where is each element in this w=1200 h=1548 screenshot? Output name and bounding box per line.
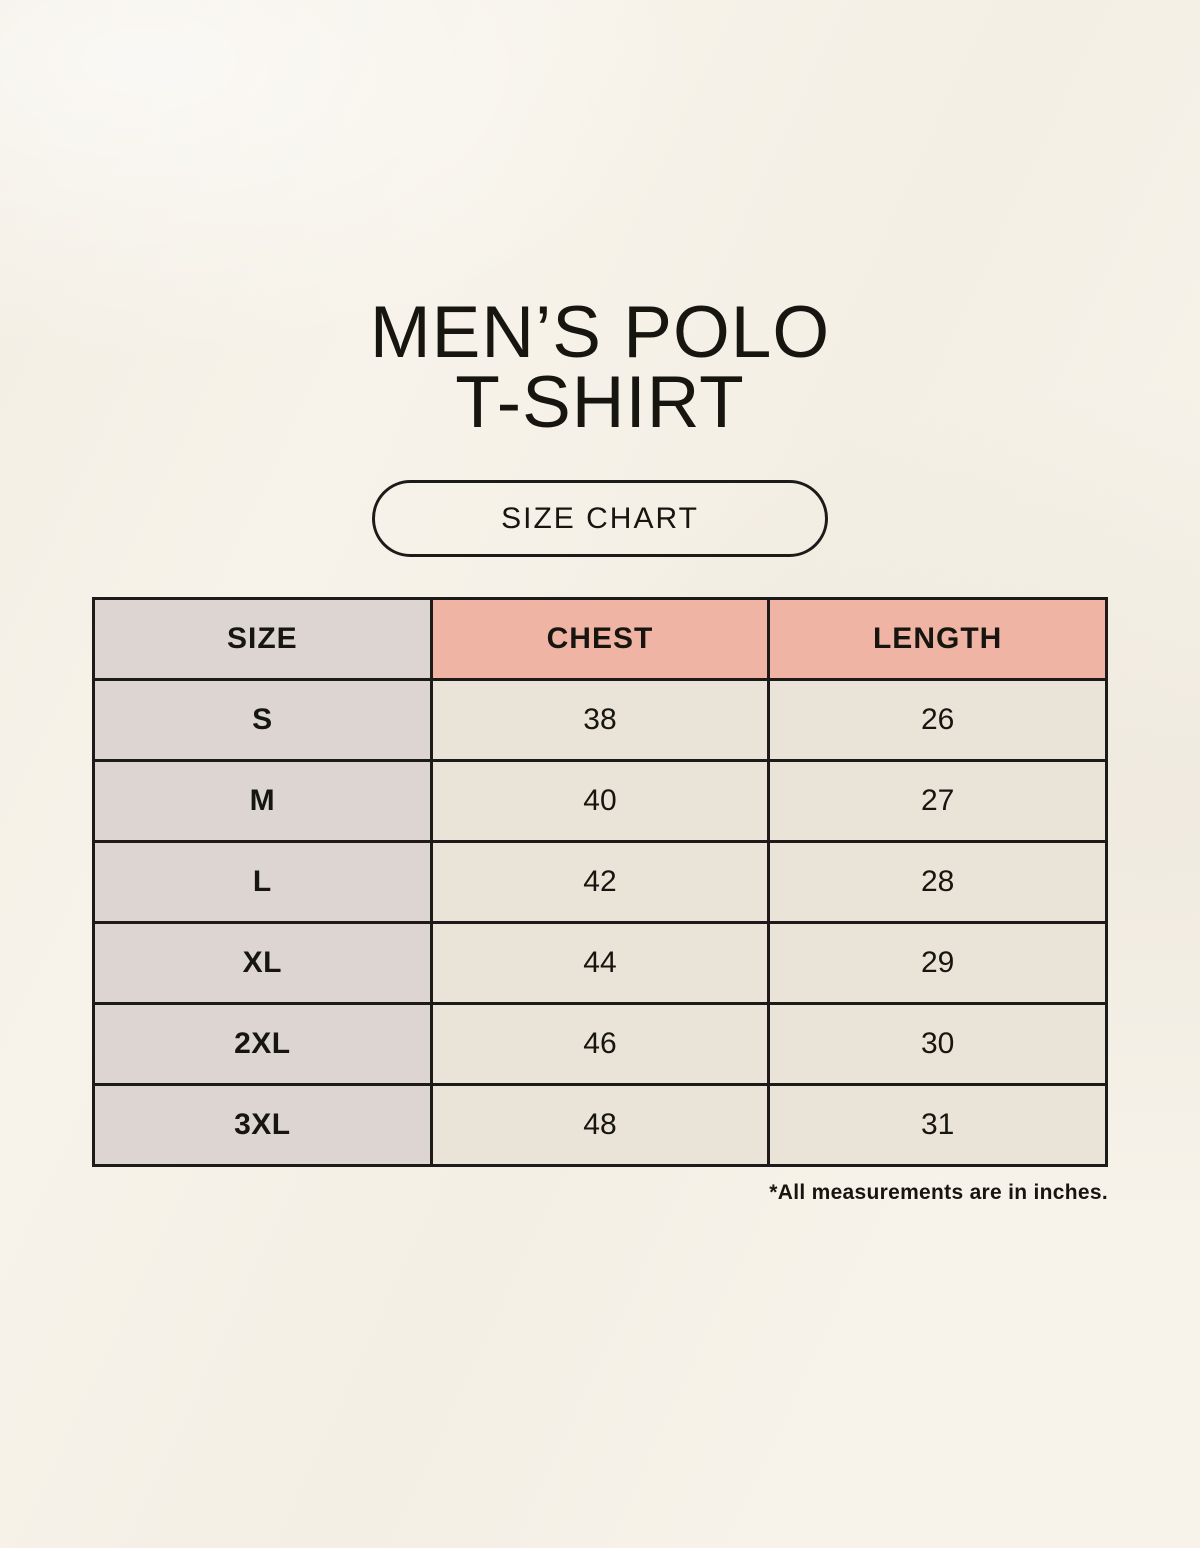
title-line-1: MEN’S POLO: [369, 292, 831, 373]
column-header-size: SIZE: [92, 597, 433, 682]
table-row: M 40 27: [92, 759, 1108, 844]
measurements-footnote: *All measurements are in inches.: [769, 1181, 1108, 1205]
size-cell: XL: [92, 921, 433, 1006]
column-header-chest: CHEST: [429, 597, 771, 682]
table-row: L 42 28: [92, 840, 1108, 925]
header-row: SIZE CHEST LENGTH: [92, 597, 1108, 682]
length-cell: 29: [767, 921, 1108, 1006]
length-cell: 28: [767, 840, 1108, 925]
size-cell: L: [92, 840, 433, 925]
column-header-length: LENGTH: [767, 597, 1108, 682]
size-chart-badge[interactable]: SIZE CHART: [372, 480, 828, 558]
size-cell: 3XL: [92, 1083, 433, 1168]
length-cell: 27: [767, 759, 1108, 844]
length-cell: 30: [767, 1002, 1108, 1087]
table-row: S 38 26: [92, 678, 1108, 763]
size-cell: 2XL: [92, 1002, 433, 1087]
length-cell: 31: [767, 1083, 1108, 1168]
chest-cell: 38: [429, 678, 771, 763]
length-cell: 26: [767, 678, 1108, 763]
page-title: MEN’S POLO T-SHIRT: [0, 296, 1200, 439]
table-row: XL 44 29: [92, 921, 1108, 1006]
size-table-body: S 38 26 M 40 27 L 42 28 XL 44 29 2XL 46 30 3XL 48 31: [92, 678, 1108, 1168]
size-cell: M: [92, 759, 433, 844]
chest-cell: 46: [429, 1002, 771, 1087]
table-row: 3XL 48 31: [92, 1083, 1108, 1168]
size-table-header: SIZE CHEST LENGTH: [92, 597, 1108, 682]
chest-cell: 40: [429, 759, 771, 844]
table-row: 2XL 46 30: [92, 1002, 1108, 1087]
size-table: SIZE CHEST LENGTH S 38 26 M 40 27 L 42 28 XL 44 29 2…: [92, 597, 1108, 1168]
chest-cell: 44: [429, 921, 771, 1006]
size-table-container: SIZE CHEST LENGTH S 38 26 M 40 27 L 42 28 XL 44 29 2…: [92, 597, 1108, 1168]
chest-cell: 48: [429, 1083, 771, 1168]
chest-cell: 42: [429, 840, 771, 925]
title-line-2: T-SHIRT: [455, 362, 745, 444]
size-cell: S: [92, 678, 433, 763]
